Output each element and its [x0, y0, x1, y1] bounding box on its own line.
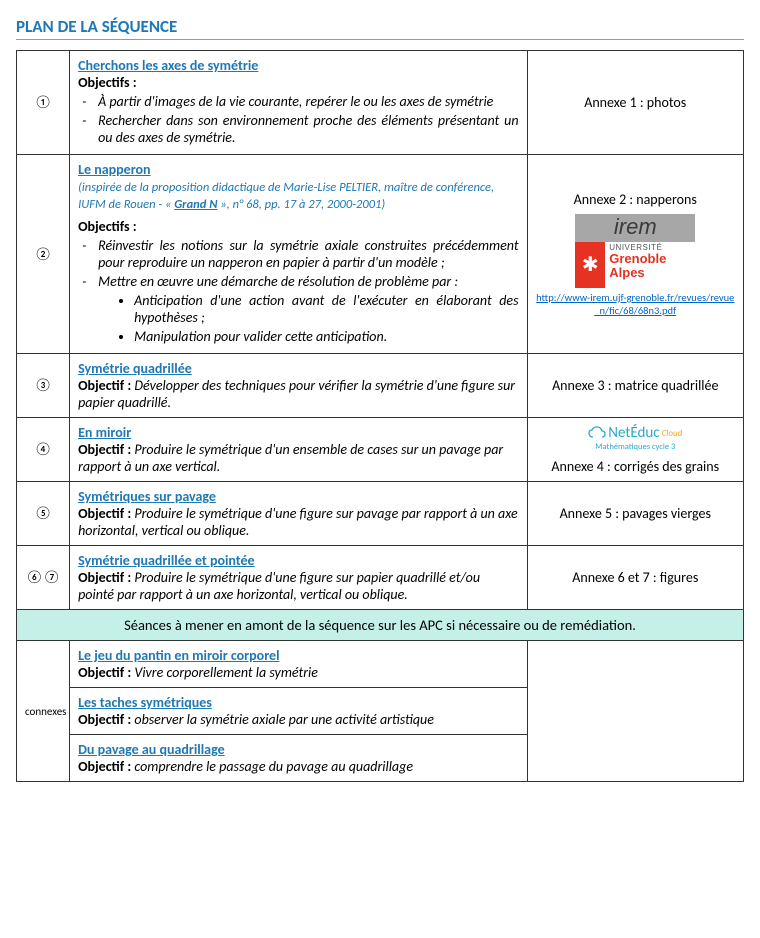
sequence-title-link[interactable]: Les taches symétriques	[78, 694, 212, 711]
row-desc: Le napperon (inspirée de la proposition …	[70, 155, 527, 354]
neteduc-logo: NetÉduc Cloud Mathématiques cycle 3	[536, 424, 735, 452]
irem-logo-top: irem	[575, 214, 695, 242]
annex-cell: Annexe 1 : photos	[527, 51, 743, 155]
objective-text: comprendre le passage du pavage au quadr…	[134, 758, 413, 775]
objectives-sublist: Anticipation d'une action avant de l'exé…	[98, 292, 518, 345]
row-desc: Symétrie quadrillée et pointée Objectif …	[70, 546, 527, 610]
irem-logo: irem ✱ UNIVERSITÉ Grenoble Alpes	[575, 214, 695, 288]
row-desc: Cherchons les axes de symétrie Objectifs…	[70, 51, 527, 155]
asterisk-icon: ✱	[575, 242, 605, 288]
sequence-title-link[interactable]: Symétrie quadrillée	[78, 360, 192, 377]
objective-label: Objectif :	[78, 664, 131, 681]
annex-cell-empty	[527, 641, 743, 782]
objectives-list: À partir d'images de la vie courante, re…	[78, 93, 518, 146]
credit-text: (inspirée de la proposition didactique d…	[78, 180, 494, 212]
row-desc: Du pavage au quadrillage Objectif : comp…	[70, 735, 527, 782]
table-row: ⑥⑦ Symétrie quadrillée et pointée Object…	[17, 546, 744, 610]
objective-text: Produire le symétrique d'une figure sur …	[78, 569, 480, 603]
objective-text: Produire le symétrique d'un ensemble de …	[78, 441, 503, 475]
row-number: ③	[17, 354, 70, 418]
neteduc-cloud: Cloud	[662, 428, 683, 439]
connexes-label: connexes	[17, 641, 70, 782]
row-desc: Symétrie quadrillée Objectif : Développe…	[70, 354, 527, 418]
annex-label: Annexe 4 : corrigés des grains	[536, 458, 735, 475]
objective-label: Objectif :	[78, 758, 131, 775]
objective-text: observer la symétrie axiale par une acti…	[134, 711, 434, 728]
list-item: Manipulation pour valider cette anticipa…	[134, 328, 518, 345]
credit-suffix: », n° 68, pp. 17 à 27, 2000-2001)	[217, 197, 385, 212]
row-number: ②	[17, 155, 70, 354]
neteduc-text: NetÉduc	[608, 424, 659, 442]
list-item: Anticipation d'une action avant de l'exé…	[134, 292, 518, 326]
annex-link[interactable]: http://www-irem.ujf-grenoble.fr/revues/r…	[536, 292, 735, 317]
objective-label: Objectif :	[78, 441, 131, 458]
banner-row: Séances à mener en amont de la séquence …	[17, 610, 744, 641]
list-item: Mettre en œuvre une démarche de résoluti…	[78, 273, 518, 345]
sequence-title-link[interactable]: Du pavage au quadrillage	[78, 741, 225, 758]
neteduc-sub: Mathématiques cycle 3	[536, 442, 735, 452]
objective-label: Objectif :	[78, 569, 131, 586]
table-row: ③ Symétrie quadrillée Objectif : Dévelop…	[17, 354, 744, 418]
irem-gre1: Grenoble	[609, 252, 691, 266]
annex-cell: Annexe 6 et 7 : figures	[527, 546, 743, 610]
table-row: ④ En miroir Objectif : Produire le symét…	[17, 418, 744, 482]
sequence-title-link[interactable]: Le napperon	[78, 161, 150, 178]
objective-label: Objectif :	[78, 711, 131, 728]
sequence-table: ① Cherchons les axes de symétrie Objecti…	[16, 50, 744, 782]
objective-label: Objectif :	[78, 377, 131, 394]
objective-text: Développer des techniques pour vérifier …	[78, 377, 515, 411]
cloud-icon	[588, 426, 606, 440]
objectives-label: Objectifs :	[78, 218, 137, 235]
sequence-title-link[interactable]: Cherchons les axes de symétrie	[78, 57, 258, 74]
row-number: ⑥⑦	[17, 546, 70, 610]
table-row: ① Cherchons les axes de symétrie Objecti…	[17, 51, 744, 155]
annex-label: Annexe 2 : napperons	[536, 191, 735, 208]
row-desc: Le jeu du pantin en miroir corporel Obje…	[70, 641, 527, 688]
irem-logo-text: UNIVERSITÉ Grenoble Alpes	[605, 242, 695, 288]
row-desc: En miroir Objectif : Produire le symétri…	[70, 418, 527, 482]
row-number: ⑤	[17, 482, 70, 546]
row-desc: Les taches symétriques Objectif : observ…	[70, 688, 527, 735]
row-number: ①	[17, 51, 70, 155]
page-title: PLAN DE LA SÉQUENCE	[16, 16, 744, 40]
objective-text: Vivre corporellement la symétrie	[134, 664, 318, 681]
table-row: ⑤ Symétriques sur pavage Objectif : Prod…	[17, 482, 744, 546]
banner-text: Séances à mener en amont de la séquence …	[17, 610, 744, 641]
sequence-title-link[interactable]: Le jeu du pantin en miroir corporel	[78, 647, 279, 664]
annex-cell: Annexe 3 : matrice quadrillée	[527, 354, 743, 418]
row-desc: Symétriques sur pavage Objectif : Produi…	[70, 482, 527, 546]
annex-cell: NetÉduc Cloud Mathématiques cycle 3 Anne…	[527, 418, 743, 482]
annex-cell: Annexe 5 : pavages vierges	[527, 482, 743, 546]
credit-ref-link[interactable]: Grand N	[174, 197, 217, 212]
objective-label: Objectif :	[78, 505, 131, 522]
sequence-title-link[interactable]: Symétriques sur pavage	[78, 488, 216, 505]
objectives-label: Objectifs :	[78, 74, 137, 91]
table-row: ② Le napperon (inspirée de la propositio…	[17, 155, 744, 354]
list-item: Réinvestir les notions sur la symétrie a…	[78, 237, 518, 271]
list-item: Rechercher dans son environnement proche…	[78, 112, 518, 146]
list-item: À partir d'images de la vie courante, re…	[78, 93, 518, 110]
row-number: ④	[17, 418, 70, 482]
list-item-text: Mettre en œuvre une démarche de résoluti…	[98, 273, 458, 290]
objectives-list: Réinvestir les notions sur la symétrie a…	[78, 237, 518, 345]
table-row: connexes Le jeu du pantin en miroir corp…	[17, 641, 744, 688]
objective-text: Produire le symétrique d'une figure sur …	[78, 505, 518, 539]
annex-cell: Annexe 2 : napperons irem ✱ UNIVERSITÉ G…	[527, 155, 743, 354]
sequence-title-link[interactable]: En miroir	[78, 424, 131, 441]
irem-gre2: Alpes	[609, 266, 691, 280]
sequence-title-link[interactable]: Symétrie quadrillée et pointée	[78, 552, 254, 569]
